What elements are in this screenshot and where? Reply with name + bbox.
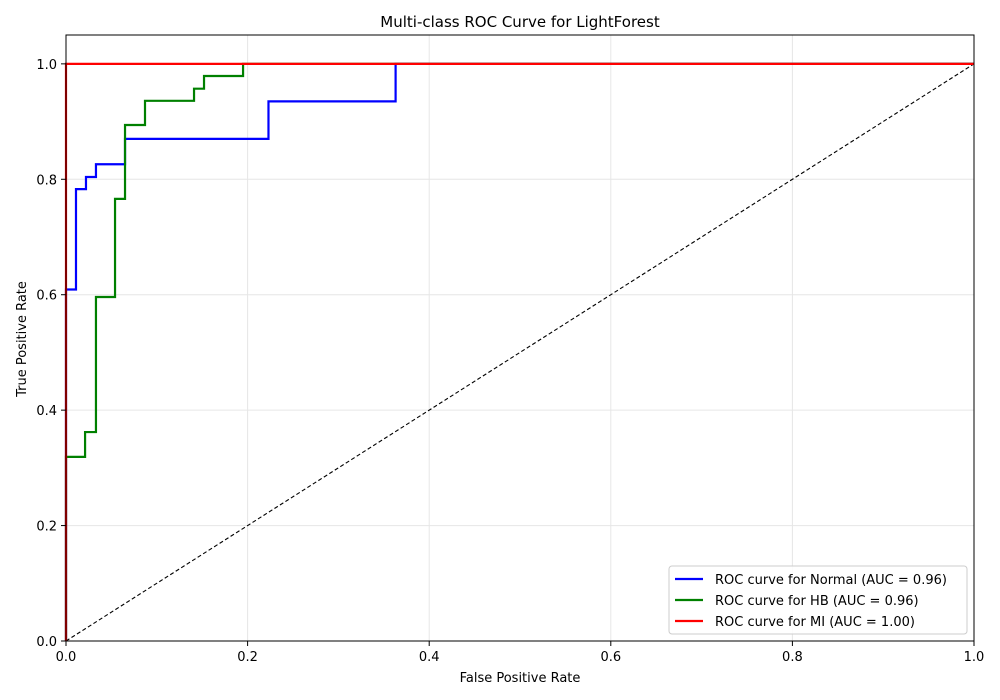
x-tick-label: 1.0 (964, 650, 985, 665)
y-tick-label: 0.4 (36, 404, 57, 419)
series-mi-line (64, 62, 974, 641)
plot-layer (64, 62, 975, 642)
x-tick-label: 0.0 (56, 650, 77, 665)
y-tick-label: 0.6 (36, 289, 57, 304)
y-axis-label: True Positive Rate (15, 281, 30, 398)
chart-title: Multi-class ROC Curve for LightForest (380, 13, 660, 31)
legend: ROC curve for Normal (AUC = 0.96) ROC cur… (668, 565, 968, 635)
tick-layer: 0.0 0.2 0.4 0.6 0.8 1.0 0.0 0.2 0.4 0.6 0.8 1.0 (36, 58, 984, 665)
legend-entry-hb: ROC curve for HB (AUC = 0.96) (715, 594, 919, 609)
x-tick-label: 0.2 (237, 650, 258, 665)
legend-entry-normal: ROC curve for Normal (AUC = 0.96) (715, 573, 947, 588)
grid-layer (65, 35, 975, 642)
chance-reference-line (65, 63, 975, 642)
x-tick-label: 0.6 (600, 650, 621, 665)
legend-box (668, 565, 968, 635)
legend-entry-mi: ROC curve for MI (AUC = 1.00) (715, 615, 915, 630)
series-hb-line (64, 62, 974, 641)
y-tick-label: 1.0 (36, 58, 57, 73)
x-tick-label: 0.4 (419, 650, 440, 665)
y-tick-label: 0.2 (36, 520, 57, 535)
x-tick-label: 0.8 (782, 650, 803, 665)
plot-frame (65, 34, 975, 642)
y-tick-label: 0.8 (36, 173, 57, 188)
y-tick-label: 0.0 (36, 635, 57, 650)
x-axis-label: False Positive Rate (460, 671, 581, 686)
series-normal-line (64, 62, 974, 641)
